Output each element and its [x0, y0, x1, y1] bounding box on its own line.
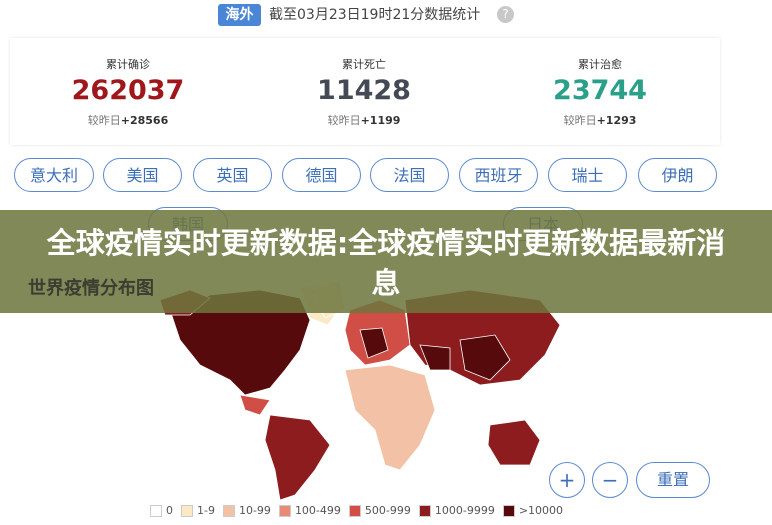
- legend-item: 100-499: [278, 504, 341, 517]
- help-icon[interactable]: ?: [497, 6, 514, 23]
- timestamp: 截至03月23日19时21分数据统计: [269, 7, 481, 23]
- country-button[interactable]: 西班牙: [459, 158, 538, 192]
- country-button[interactable]: 英国: [193, 158, 272, 192]
- country-button[interactable]: 法国: [370, 158, 449, 192]
- compare-label: 较昨日: [87, 114, 121, 127]
- compare-label: 较昨日: [563, 114, 597, 127]
- legend-swatch: [150, 505, 162, 517]
- map-title: 世界疫情分布图: [28, 278, 154, 299]
- compare-delta: +1293: [596, 114, 637, 127]
- compare-delta: +28566: [120, 114, 169, 127]
- badge[interactable]: 海外: [218, 4, 261, 26]
- country-button[interactable]: 瑞士: [548, 158, 627, 192]
- stat-compare: 较昨日+28566: [10, 112, 246, 128]
- compare-label: 较昨日: [327, 114, 361, 127]
- legend-swatch: [348, 505, 361, 517]
- country-button[interactable]: 德国: [282, 158, 361, 192]
- legend-label: 1000-9999: [434, 504, 495, 517]
- legend-label: 1-9: [197, 504, 215, 517]
- legend-swatch: [222, 505, 235, 517]
- banner-text: 全球疫情实时更新数据:全球疫情实时更新数据最新消息: [46, 226, 726, 300]
- legend-swatch: [418, 505, 431, 517]
- stat-label: 累计死亡: [342, 58, 386, 71]
- reset-button[interactable]: 重置: [636, 462, 710, 498]
- country-button[interactable]: 美国: [103, 158, 182, 192]
- country-button[interactable]: 伊朗: [638, 158, 717, 192]
- country-button[interactable]: 意大利: [14, 158, 94, 192]
- legend-swatch: [502, 505, 515, 517]
- stat: 累计治愈 23744 较昨日+1293: [482, 38, 718, 128]
- stat-compare: 较昨日+1199: [246, 112, 482, 128]
- stat: 累计死亡 11428 较昨日+1199: [246, 38, 482, 128]
- banner: 全球疫情实时更新数据:全球疫情实时更新数据最新消息: [0, 210, 772, 313]
- stat: 累计确诊 262037 较昨日+28566: [10, 38, 246, 128]
- legend-label: 500-999: [364, 504, 411, 517]
- stat-compare: 较昨日+1293: [482, 112, 718, 128]
- stat-value: 11428: [317, 75, 411, 106]
- legend-item: 10-99: [222, 504, 271, 517]
- stats-card: 累计确诊 262037 较昨日+28566 累计死亡 11428 较昨日+1199 累计治愈…: [10, 38, 720, 145]
- legend-swatch: [181, 505, 193, 517]
- stat-value: 262037: [71, 75, 185, 106]
- legend-item: 0: [150, 504, 173, 517]
- stat-label: 累计治愈: [578, 58, 622, 71]
- zoom-out[interactable]: −: [592, 462, 628, 498]
- legend-item: 1000-9999: [418, 504, 495, 517]
- legend-item: >10000: [502, 504, 564, 517]
- compare-delta: +1199: [360, 114, 401, 127]
- world-map: [159, 279, 561, 501]
- legend-label: 0: [166, 504, 173, 517]
- legend-label: >10000: [518, 504, 564, 517]
- stat-label: 累计确诊: [106, 58, 150, 71]
- legend-swatch: [278, 505, 291, 517]
- stat-value: 23744: [553, 75, 647, 106]
- legend-label: 10-99: [238, 504, 271, 517]
- legend: 0 1-9 10-99 100-499 500-999 1000-9999 >10000: [150, 504, 563, 517]
- legend-label: 100-499: [294, 504, 341, 517]
- legend-item: 1-9: [181, 504, 215, 517]
- zoom-in[interactable]: +: [549, 462, 585, 498]
- legend-item: 500-999: [348, 504, 411, 517]
